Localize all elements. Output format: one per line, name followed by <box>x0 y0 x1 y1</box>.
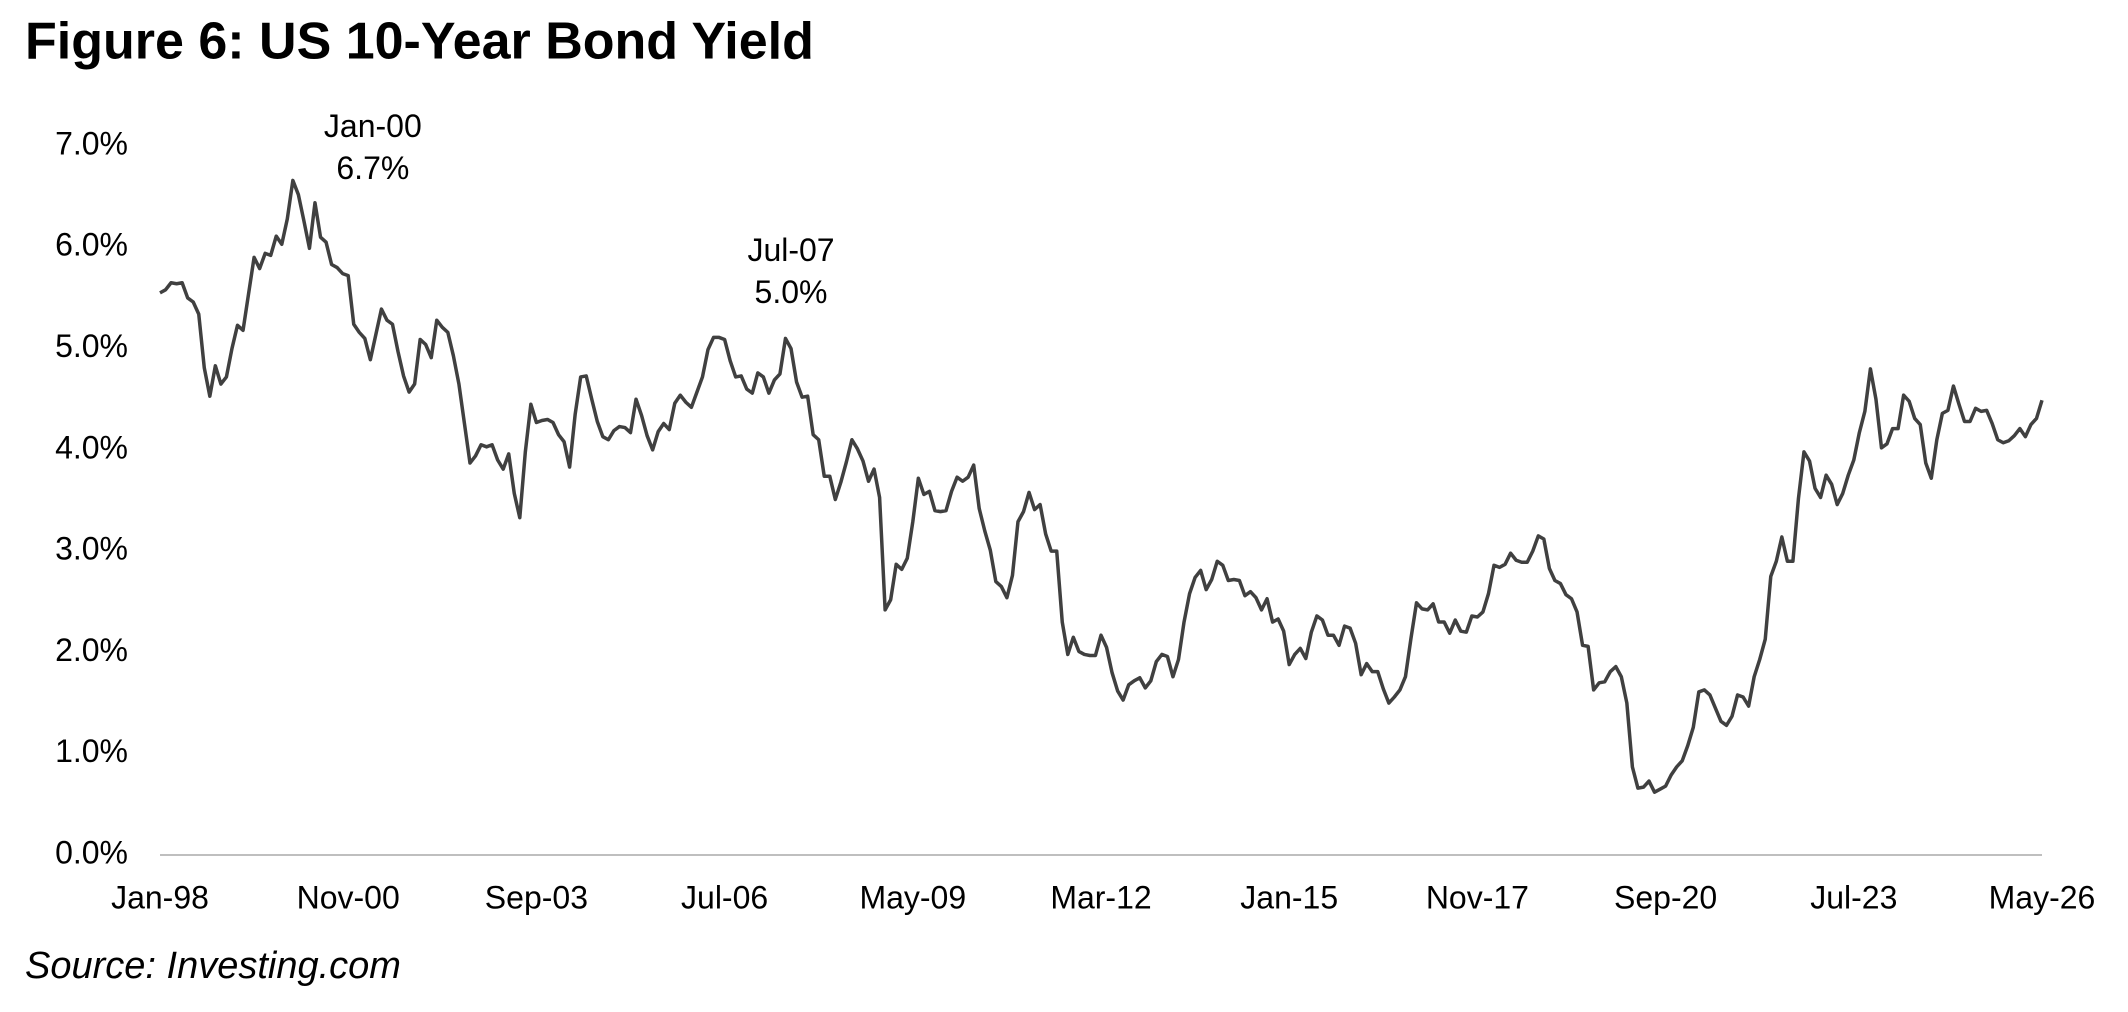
source-note: Source: Investing.com <box>25 945 401 987</box>
data-line <box>159 178 2044 794</box>
annotation-date: Jan-00 <box>324 108 422 144</box>
annotation-value: 5.0% <box>755 274 828 310</box>
y-tick-label: 6.0% <box>55 227 128 263</box>
annotation-date: Jul-07 <box>747 232 834 268</box>
y-tick-label: 4.0% <box>55 429 128 465</box>
x-tick-label: Jul-06 <box>681 879 768 915</box>
x-tick-label: Jul-23 <box>1810 879 1897 915</box>
annotation-value: 6.7% <box>336 150 409 186</box>
x-tick-label: May-09 <box>859 879 966 915</box>
x-tick-label: Nov-17 <box>1426 879 1529 915</box>
y-tick-label: 1.0% <box>55 733 128 769</box>
y-tick-label: 7.0% <box>55 125 128 161</box>
y-tick-label: 0.0% <box>55 834 128 870</box>
x-tick-label: Jan-15 <box>1240 879 1338 915</box>
chart-title: Figure 6: US 10-Year Bond Yield <box>25 13 814 71</box>
x-tick-label: Nov-00 <box>297 879 400 915</box>
x-tick-label: Sep-20 <box>1614 879 1717 915</box>
x-tick-label: Jan-98 <box>111 879 209 915</box>
y-tick-label: 5.0% <box>55 328 128 364</box>
y-tick-label: 2.0% <box>55 632 128 668</box>
x-tick-label: Sep-03 <box>485 879 588 915</box>
x-tick-label: Mar-12 <box>1050 879 1151 915</box>
x-tick-label: May-26 <box>1989 879 2096 915</box>
y-tick-label: 3.0% <box>55 531 128 567</box>
